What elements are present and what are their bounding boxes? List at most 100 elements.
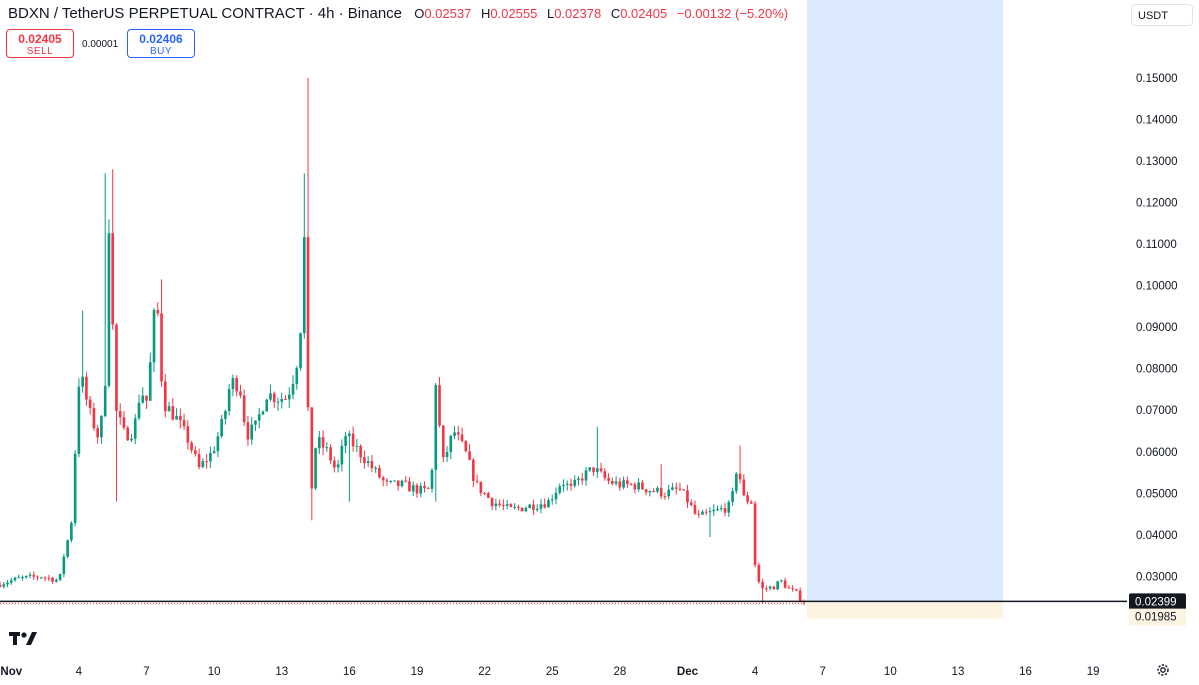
spread-value: 0.00001 (82, 39, 119, 50)
candle-body (731, 491, 734, 502)
candle-body (9, 580, 13, 583)
price-tick-label: 0.11000 (1136, 239, 1177, 251)
time-tick-label: 19 (1087, 666, 1100, 678)
candle-body (227, 389, 231, 411)
candle-body (363, 457, 366, 464)
candle-body (487, 493, 490, 498)
price-tick-label: 0.15000 (1136, 73, 1178, 85)
candle-body (464, 441, 468, 452)
time-tick-label: 4 (76, 666, 83, 678)
candle-body (798, 590, 802, 601)
candle-body (468, 451, 471, 460)
sell-button[interactable]: 0.02405 SELL (6, 29, 74, 58)
candle-body (359, 446, 362, 458)
candle-body (693, 505, 697, 514)
candle-body (321, 437, 325, 448)
candle-body (723, 508, 727, 513)
candle-body (719, 508, 723, 510)
candle-body (17, 577, 21, 579)
candle-body (152, 310, 156, 363)
candle-body (306, 237, 310, 408)
candle-body (648, 491, 652, 493)
price-axis[interactable]: 0.15000 0.14000 0.13000 0.12000 0.11000 0.100… (1136, 73, 1178, 584)
candle-body (776, 581, 779, 590)
candle-body (216, 436, 220, 452)
candle-body (130, 438, 133, 441)
candle-body (678, 488, 682, 490)
candle-body (562, 484, 565, 487)
candle-body (550, 499, 554, 501)
candle-body (197, 454, 201, 467)
candle-body (438, 385, 441, 426)
price-tick-label: 0.07000 (1136, 405, 1178, 417)
candle-body (103, 385, 107, 417)
candle-body (62, 556, 66, 574)
candle-body (618, 481, 622, 488)
candle-body (201, 461, 205, 467)
time-axis[interactable]: Nov 4 7 10 13 16 19 22 25 28 Dec 4 7 10 13 16 19 (0, 666, 1099, 678)
time-tick-label: 10 (208, 666, 221, 678)
price-tick-label: 0.14000 (1136, 114, 1178, 126)
candle-body (333, 460, 336, 468)
candle-body (441, 425, 445, 458)
price-tick-label: 0.05000 (1136, 488, 1178, 500)
candle-body (674, 487, 678, 489)
candle-body (423, 486, 426, 488)
candle-body (426, 487, 430, 489)
candle-body (592, 467, 595, 472)
candle-body (291, 383, 295, 395)
candle-body (385, 480, 389, 482)
candle-body (13, 577, 17, 581)
candle-body (772, 586, 776, 590)
candle-body (137, 402, 141, 419)
currency-selector[interactable]: USDT (1131, 4, 1193, 26)
candle-body (704, 511, 708, 513)
candle-body (141, 395, 145, 403)
tradingview-logo-icon[interactable] (9, 629, 39, 647)
candle-body (584, 470, 588, 481)
candle-body (753, 503, 757, 565)
candle-body (378, 467, 381, 478)
candle-body (21, 577, 24, 579)
candle-body (220, 419, 223, 437)
candle-body (633, 484, 637, 490)
candle-body (404, 480, 408, 482)
candle-body (163, 381, 167, 412)
candle-body (182, 420, 186, 427)
high-key: H (480, 6, 491, 21)
candle-body (28, 574, 32, 576)
candle-body (502, 504, 505, 506)
candle-body (36, 576, 39, 578)
candle-body (389, 480, 393, 482)
buy-button[interactable]: 0.02406 BUY (127, 29, 195, 58)
candle-body (765, 588, 768, 590)
candle-body (194, 450, 197, 455)
candle-body (701, 511, 704, 515)
candle-body (565, 483, 569, 485)
candle-body (355, 446, 359, 448)
candle-body (167, 406, 171, 412)
candle-body (85, 376, 88, 400)
candle-body (374, 467, 377, 469)
candle-body (539, 504, 543, 509)
last-price-label: 0.02399 (1135, 596, 1177, 608)
candle-body (66, 540, 69, 557)
candle-body (269, 393, 272, 400)
low-key: L (546, 6, 555, 21)
price-tick-label: 0.10000 (1136, 281, 1178, 293)
candle-body (81, 376, 84, 387)
forecast-low-label: 0.01985 (1135, 612, 1177, 624)
candle-body (6, 582, 9, 585)
candle-body (348, 433, 351, 436)
candles-group (0, 77, 806, 605)
candle-body (171, 406, 175, 420)
candle-body (652, 491, 655, 493)
settings-gear-icon[interactable] (1155, 662, 1171, 678)
candle-body (344, 435, 347, 446)
candle-body (242, 395, 246, 423)
symbol-title[interactable]: BDXN / TetherUS PERPETUAL CONTRACT · 4h … (8, 5, 403, 22)
candle-body (547, 500, 550, 508)
candle-body (434, 385, 438, 470)
candle-body (325, 447, 329, 449)
